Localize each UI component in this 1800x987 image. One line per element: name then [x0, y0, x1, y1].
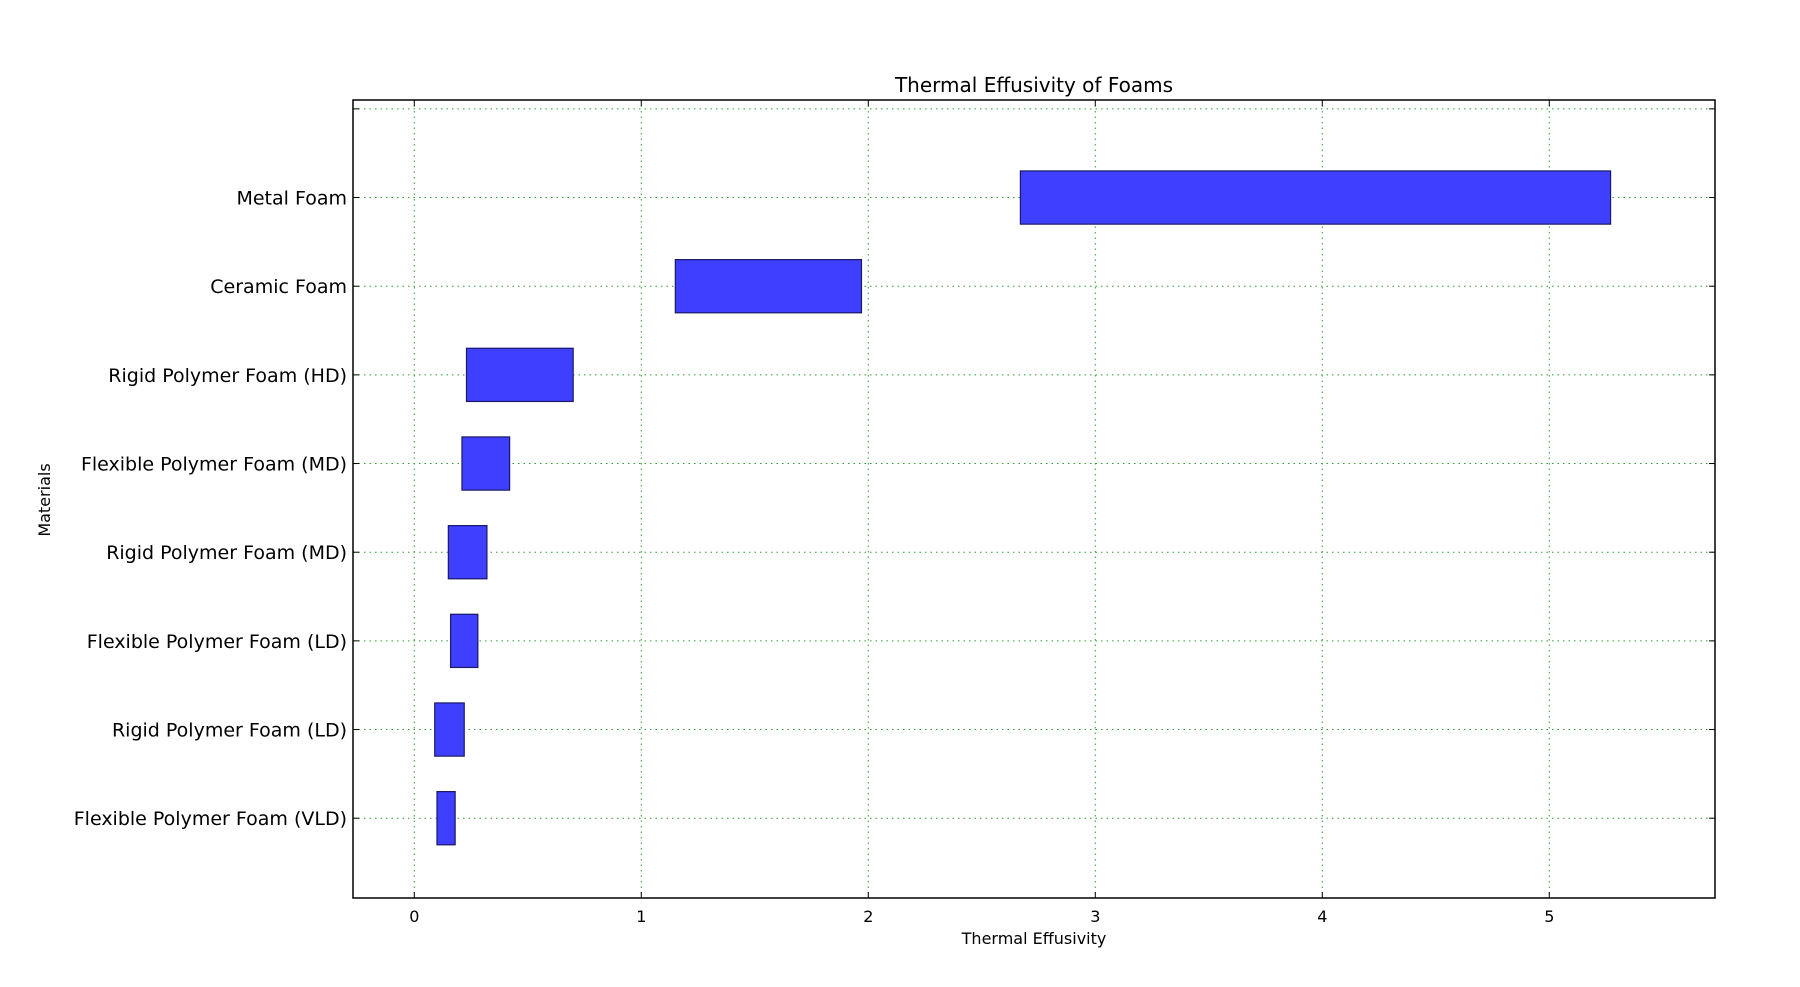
y-tick-label: Ceramic Foam: [210, 276, 347, 298]
bar-layer: [434, 170, 1612, 846]
plot-frame: [352, 99, 1716, 899]
range-bar: [447, 524, 488, 580]
range-bar: [450, 613, 479, 669]
range-bar: [461, 436, 511, 491]
y-tick-label: Rigid Polymer Foam (HD): [108, 365, 347, 387]
grid-layer: [353, 100, 1715, 898]
x-tick-label: 3: [1090, 907, 1100, 926]
y-tick-label: Rigid Polymer Foam (MD): [106, 542, 347, 564]
x-tick-label: 0: [409, 907, 419, 926]
x-tick-label: 4: [1317, 907, 1327, 926]
chart-title: Thermal Effusivity of Foams: [894, 73, 1173, 97]
y-tick-label: Flexible Polymer Foam (MD): [81, 454, 347, 476]
y-tick-label: Flexible Polymer Foam (LD): [87, 631, 347, 653]
range-bar: [674, 259, 863, 314]
y-tick-label: Rigid Polymer Foam (LD): [112, 720, 347, 742]
range-bar: [1019, 170, 1612, 225]
x-tick-label: 1: [636, 907, 646, 926]
y-axis-label: Materials: [35, 463, 54, 536]
x-tick-label: 2: [863, 907, 873, 926]
range-bar: [465, 347, 574, 403]
x-tick-label: 5: [1544, 907, 1554, 926]
x-axis-label: Thermal Effusivity: [961, 929, 1107, 948]
range-bar: [436, 790, 456, 846]
y-tick-label: Flexible Polymer Foam (VLD): [74, 808, 347, 830]
range-bar: [434, 702, 465, 757]
label-layer: 0 1 2 3 4 5 Flexible Polymer Foam (VLD) Rigid P…: [74, 188, 1555, 926]
y-tick-label: Metal Foam: [236, 188, 347, 210]
tick-layer: [353, 100, 1715, 898]
